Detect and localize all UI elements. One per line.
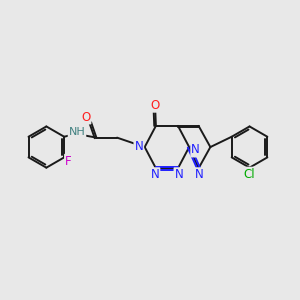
Text: F: F (65, 155, 72, 168)
Text: O: O (81, 110, 90, 124)
Text: N: N (134, 140, 143, 153)
Text: Cl: Cl (244, 168, 255, 181)
Text: N: N (191, 143, 200, 157)
Text: N: N (175, 168, 183, 181)
Text: N: N (151, 168, 159, 181)
Text: N: N (195, 168, 203, 181)
Text: O: O (151, 99, 160, 112)
Text: NH: NH (69, 127, 86, 137)
